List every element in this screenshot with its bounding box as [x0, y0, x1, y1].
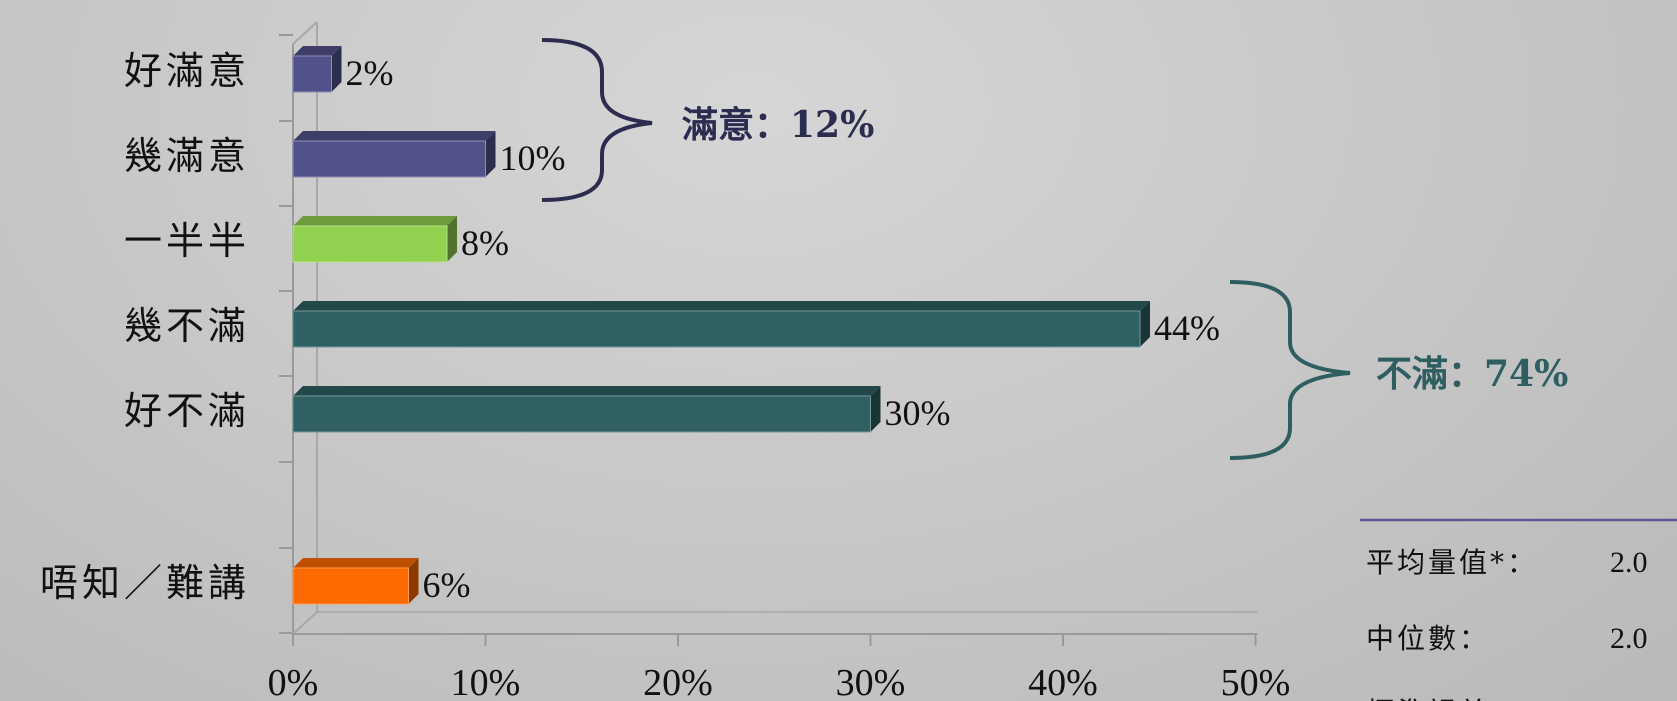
- bar-side-face: [870, 386, 881, 432]
- stats-value: 0.04: [1610, 696, 1663, 701]
- bar-side-face: [408, 558, 419, 604]
- bar-top-face: [293, 131, 496, 141]
- bar-front-face: [292, 395, 871, 433]
- axis-depth-bottom: [292, 611, 318, 635]
- category-label: 好滿意: [124, 49, 250, 93]
- bar-front-face: [292, 55, 332, 93]
- value-label: 10%: [500, 138, 566, 178]
- annotations: 滿意：12% 不滿：74%: [541, 38, 1568, 460]
- bar-front-face: [292, 225, 448, 263]
- category-label: 唔知／難講: [40, 561, 250, 605]
- axis-depth-top: [292, 21, 318, 45]
- bar-front-face: [292, 310, 1141, 348]
- bar-front-face: [292, 567, 409, 605]
- dissatisfied-summary-label: 不滿：74%: [1376, 353, 1568, 395]
- stats-value: 2.0: [1610, 622, 1648, 655]
- labels: 0% 10% 20% 30% 40% 50% 2% 好滿意 10% 幾滿意 8% 一半半 44% 幾不滿 3…: [40, 49, 1290, 701]
- bar: [292, 46, 342, 93]
- bar-top-face: [293, 386, 881, 396]
- x-tick-label: 20%: [643, 662, 713, 701]
- bar: [292, 216, 457, 263]
- x-tick-label: 10%: [451, 662, 521, 701]
- value-label: 2%: [346, 53, 394, 93]
- bar-front-face: [292, 140, 486, 178]
- bar: [292, 131, 496, 178]
- value-label: 8%: [461, 223, 509, 263]
- x-tick-label: 0%: [268, 662, 319, 701]
- bracket-dissatisfied: [1229, 280, 1351, 460]
- category-label: 幾滿意: [124, 134, 250, 178]
- stats-value: 2.0: [1610, 546, 1648, 579]
- x-tick-label: 50%: [1221, 662, 1291, 701]
- bar-side-face: [447, 216, 457, 262]
- category-label: 幾不滿: [124, 304, 250, 348]
- bar-side-face: [485, 131, 496, 177]
- bar: [292, 301, 1150, 348]
- bar-side-face: [1140, 301, 1150, 347]
- stats-label: 中位數：: [1366, 622, 1490, 655]
- category-label: 一半半: [124, 219, 250, 263]
- value-label: 30%: [885, 393, 951, 433]
- x-tick-label: 40%: [1028, 662, 1098, 701]
- bar-top-face: [293, 46, 342, 56]
- x-tick-label: 30%: [836, 662, 906, 701]
- bars: [292, 46, 1150, 605]
- value-label: 6%: [423, 565, 471, 605]
- bar-top-face: [293, 558, 419, 568]
- bar: [292, 386, 881, 433]
- category-label: 好不滿: [124, 389, 250, 433]
- bracket-satisfied: [541, 38, 653, 202]
- satisfied-summary-label: 滿意：12%: [682, 104, 874, 146]
- value-label: 44%: [1154, 308, 1220, 348]
- bar-top-face: [293, 301, 1150, 311]
- bar-side-face: [331, 46, 342, 92]
- bar-top-face: [293, 216, 457, 226]
- stats-label: 平均量值*：: [1366, 546, 1538, 579]
- stats-label: 標準誤差：: [1366, 696, 1521, 701]
- stats-box: 平均量值*： 2.0 中位數： 2.0 標準誤差： 0.04: [1360, 518, 1677, 701]
- bar: [292, 558, 419, 605]
